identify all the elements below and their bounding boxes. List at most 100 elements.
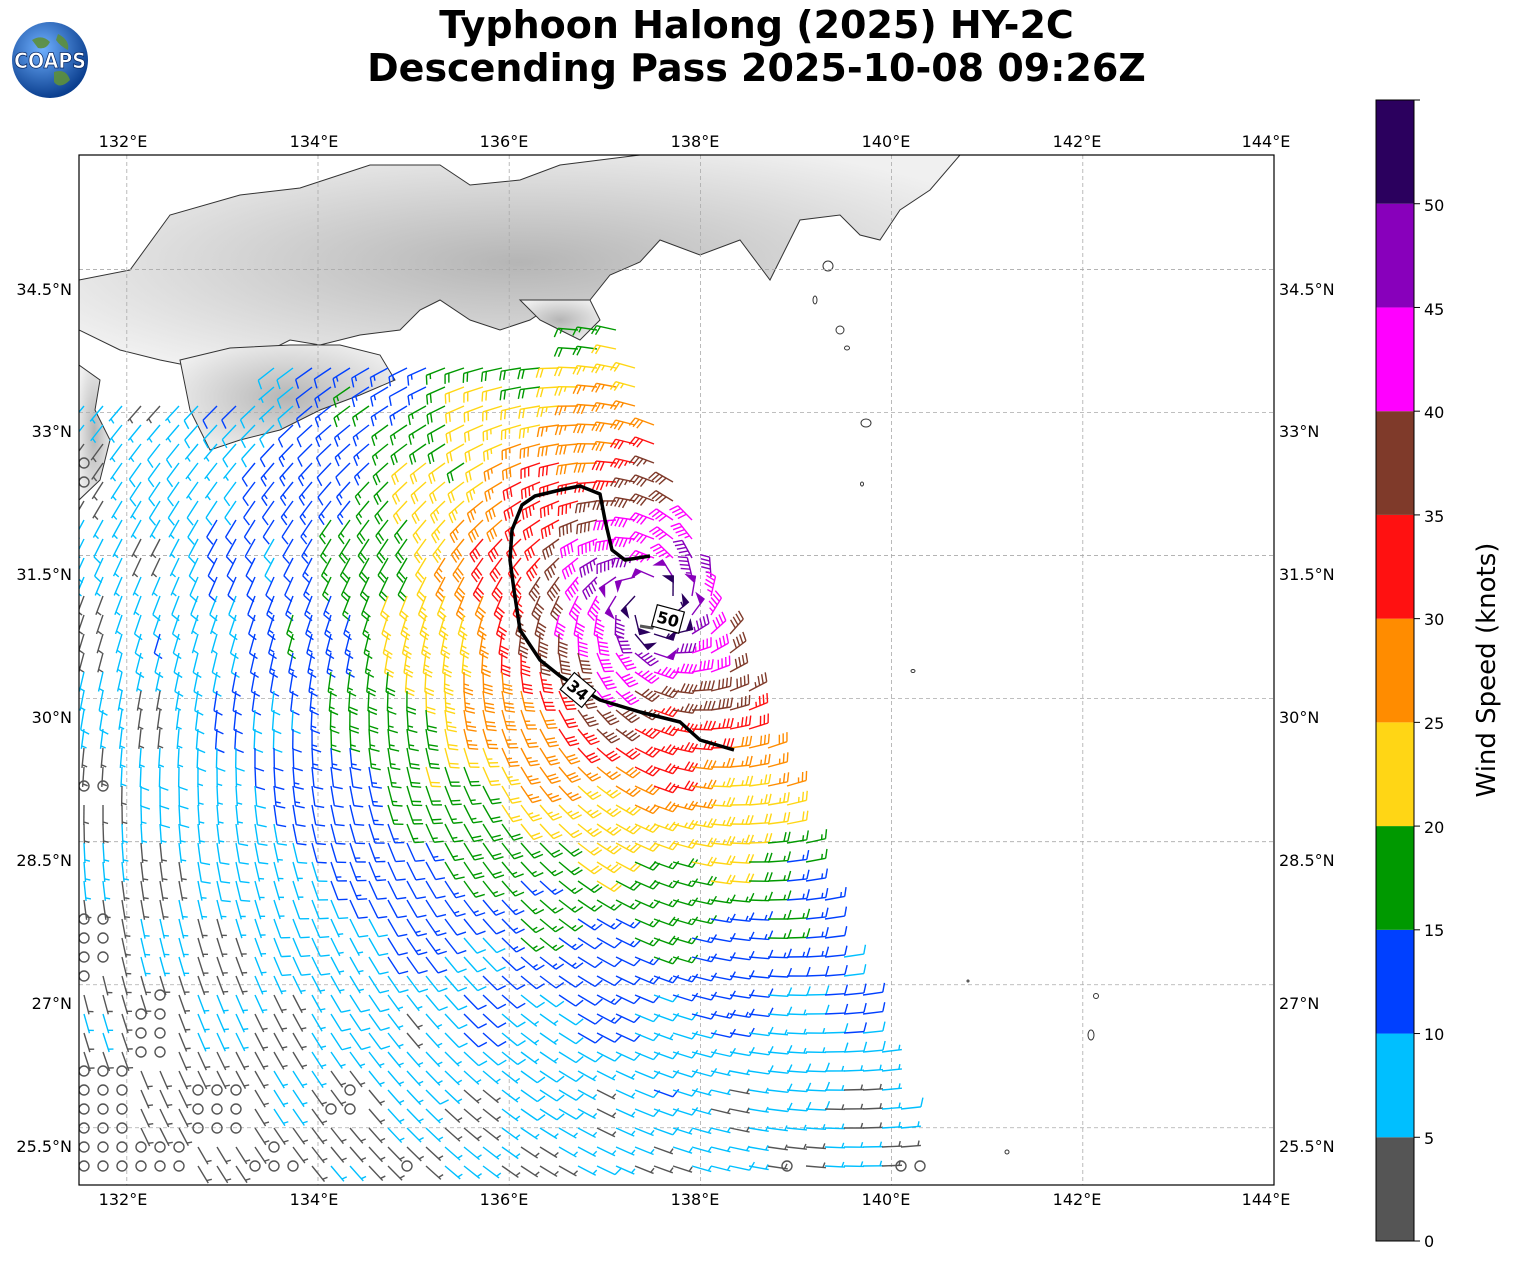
barb-half-feather xyxy=(525,738,532,741)
wind-barb xyxy=(109,462,123,482)
barb-staff xyxy=(89,405,104,422)
wind-barb xyxy=(308,671,318,697)
barb-feather xyxy=(598,645,609,649)
wind-barb xyxy=(79,424,85,433)
barb-staff xyxy=(129,500,142,519)
barb-staff xyxy=(387,709,390,731)
wind-barb xyxy=(315,424,332,448)
barb-feather xyxy=(570,542,574,553)
barb-feather xyxy=(429,762,439,766)
barb-half-feather xyxy=(157,726,163,730)
barb-feather xyxy=(661,666,668,676)
wind-barb xyxy=(320,557,332,584)
wind-barb xyxy=(710,697,734,711)
barb-feather xyxy=(308,691,318,697)
barb-feather xyxy=(389,748,400,752)
barb-feather xyxy=(622,518,628,528)
barb-feather xyxy=(206,556,215,564)
wind-barb xyxy=(463,671,474,696)
barb-feather xyxy=(362,633,372,641)
wind-barb xyxy=(482,709,497,732)
barb-feather xyxy=(463,432,467,443)
barb-half-feather xyxy=(545,406,548,413)
barb-feather xyxy=(452,574,460,583)
barb-staff xyxy=(204,462,218,480)
barb-feather xyxy=(426,414,430,425)
barb-feather xyxy=(388,729,398,734)
barb-feather xyxy=(484,492,488,502)
barb-feather xyxy=(360,571,369,580)
barb-staff xyxy=(91,481,104,500)
barb-half-feather xyxy=(152,592,158,597)
wind-barb xyxy=(118,709,125,730)
barb-feather xyxy=(482,451,486,462)
barb-staff xyxy=(137,709,142,730)
barb-feather xyxy=(327,691,338,697)
wind-barb xyxy=(482,424,503,442)
barb-feather xyxy=(613,382,621,392)
barb-staff xyxy=(729,842,751,845)
barb-half-feather xyxy=(356,473,361,480)
barb-feather xyxy=(349,725,360,730)
barb-feather xyxy=(684,643,689,653)
barb-feather xyxy=(311,748,322,753)
barb-feather xyxy=(469,490,474,501)
barb-feather xyxy=(270,691,280,697)
wind-barb xyxy=(109,443,123,463)
barb-feather xyxy=(245,575,254,584)
barb-feather xyxy=(531,566,538,576)
barb-half-feather xyxy=(301,493,306,500)
wind-barb xyxy=(277,405,294,429)
barb-feather xyxy=(699,618,703,628)
barb-half-feather xyxy=(411,433,415,439)
barb-feather xyxy=(426,706,436,711)
barb-feather xyxy=(467,533,474,543)
wind-barb xyxy=(557,633,568,658)
barb-feather xyxy=(572,404,578,414)
barb-staff xyxy=(118,728,123,749)
barb-feather xyxy=(403,648,412,656)
barb-half-feather xyxy=(821,873,824,879)
barb-feather xyxy=(739,634,744,644)
wind-barb xyxy=(691,659,714,673)
barb-staff xyxy=(116,652,123,673)
wind-barb xyxy=(442,652,453,678)
barb-half-feather xyxy=(186,456,191,462)
wind-barb xyxy=(634,670,660,684)
wind-barb xyxy=(136,671,143,692)
wind-barb xyxy=(596,709,620,726)
barb-staff xyxy=(146,424,161,441)
wind-barb xyxy=(153,633,163,660)
barb-feather xyxy=(413,492,419,502)
wind-barb xyxy=(276,386,294,409)
barb-feather xyxy=(422,649,432,656)
barb-staff xyxy=(193,671,199,692)
wind-barb xyxy=(535,367,560,378)
barb-staff xyxy=(155,690,161,711)
wind-barb xyxy=(672,618,694,635)
barb-staff xyxy=(109,462,123,480)
barb-half-feather xyxy=(582,732,589,736)
barb-feather xyxy=(332,378,336,389)
wind-barb xyxy=(136,690,143,711)
map-title: Typhoon Halong (2025) HY-2C Descending P… xyxy=(0,4,1513,90)
barb-feather xyxy=(592,500,597,511)
barb-feather xyxy=(370,748,380,753)
barb-feather xyxy=(556,622,566,629)
wind-barb xyxy=(573,443,598,454)
barb-feather xyxy=(610,720,620,726)
wind-barb xyxy=(250,671,261,697)
barb-feather xyxy=(624,711,634,719)
barb-feather xyxy=(729,676,732,687)
wind-barb xyxy=(628,531,655,544)
wind-barb xyxy=(231,671,241,697)
wind-barb xyxy=(89,405,104,424)
barb-feather xyxy=(292,748,302,753)
wind-barb xyxy=(596,671,617,690)
barb-feather xyxy=(243,536,252,545)
barb-feather xyxy=(672,525,683,531)
barb-feather xyxy=(503,409,507,420)
barb-staff xyxy=(282,538,294,557)
barb-feather xyxy=(222,458,229,468)
barb-feather xyxy=(300,954,311,958)
